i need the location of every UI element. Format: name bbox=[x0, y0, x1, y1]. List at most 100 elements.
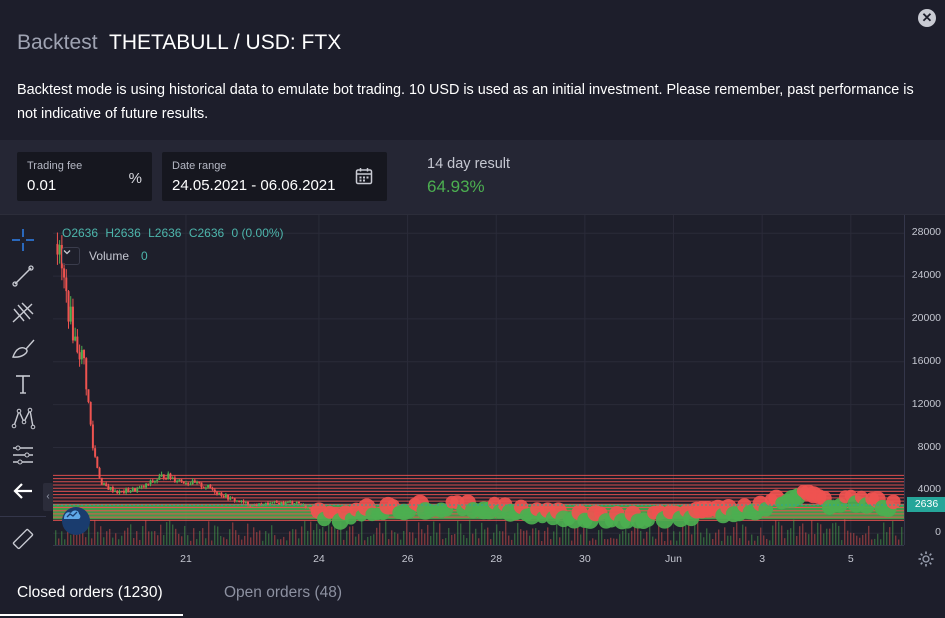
crosshair-icon[interactable] bbox=[9, 226, 37, 254]
candle-body bbox=[187, 483, 190, 485]
candle-body bbox=[238, 500, 241, 503]
volume-bar bbox=[82, 528, 84, 545]
candle-body bbox=[111, 487, 114, 492]
volume-bar bbox=[820, 524, 822, 545]
volume-bar bbox=[112, 537, 114, 545]
price-plot[interactable]: O2636 H2636 L2636 C2636 0 (0.00%) Volume… bbox=[53, 215, 904, 571]
title-pair: THETABULL / USD: FTX bbox=[109, 31, 342, 54]
volume-bar bbox=[712, 538, 714, 545]
pattern-icon[interactable] bbox=[9, 405, 37, 433]
volume-bar bbox=[121, 535, 123, 545]
volume-bar bbox=[280, 539, 282, 545]
candlestick-chart bbox=[53, 215, 904, 545]
volume-bar bbox=[883, 522, 885, 545]
volume-bar bbox=[55, 530, 57, 545]
volume-bar bbox=[283, 536, 285, 545]
candle-body bbox=[151, 480, 154, 483]
candle-body bbox=[222, 495, 225, 498]
volume-bar bbox=[70, 534, 72, 545]
volume-bar bbox=[322, 527, 324, 545]
volume-bar bbox=[340, 521, 342, 545]
volume-bar bbox=[469, 519, 471, 545]
back-arrow-icon[interactable] bbox=[9, 477, 37, 505]
price-tick-label: 12000 bbox=[911, 397, 941, 410]
volume-bar bbox=[139, 539, 141, 545]
candle-body bbox=[180, 479, 183, 482]
candle-body bbox=[207, 484, 210, 488]
price-tick-label: 24000 bbox=[911, 269, 941, 282]
volume-bar bbox=[394, 532, 396, 545]
volume-bar bbox=[736, 522, 738, 545]
volume-bar bbox=[634, 523, 636, 545]
time-axis[interactable]: 21 24 26 28 30 Jun 3 5 bbox=[53, 545, 904, 571]
volume-bar bbox=[535, 528, 537, 545]
close-icon[interactable]: ✕ bbox=[918, 9, 936, 27]
volume-bar bbox=[586, 526, 588, 545]
candle-body bbox=[102, 483, 105, 485]
volume-bar bbox=[430, 535, 432, 545]
volume-bar bbox=[199, 530, 201, 545]
candle-body bbox=[227, 494, 230, 500]
volume-bar bbox=[667, 525, 669, 545]
volume-bar bbox=[193, 528, 195, 545]
trading-fee-input[interactable]: 0.01 bbox=[27, 177, 57, 194]
volume-bar bbox=[697, 521, 699, 545]
volume-bar bbox=[868, 525, 870, 545]
volume-bar bbox=[175, 528, 177, 545]
volume-bar bbox=[301, 526, 303, 545]
volume-bar bbox=[763, 535, 765, 545]
volume-bar bbox=[58, 538, 60, 545]
volume-bar bbox=[766, 538, 768, 545]
brush-icon[interactable] bbox=[9, 335, 37, 363]
tab-open-orders[interactable]: Open orders (48) bbox=[224, 584, 343, 601]
text-icon[interactable] bbox=[9, 370, 37, 398]
candle-body bbox=[271, 502, 274, 504]
date-range-field[interactable]: Date range 24.05.2021 - 06.06.2021 bbox=[162, 152, 387, 201]
volume-bar bbox=[202, 528, 204, 545]
toolbar-collapse-button[interactable]: ‹ bbox=[43, 483, 53, 511]
volume-bar bbox=[715, 532, 717, 545]
gear-icon[interactable] bbox=[917, 550, 935, 568]
tradingview-logo-icon[interactable] bbox=[62, 507, 90, 535]
volume-bar bbox=[88, 520, 90, 545]
volume-bar bbox=[886, 532, 888, 545]
volume-bar bbox=[91, 538, 93, 545]
volume-bar bbox=[451, 534, 453, 545]
trendline-icon[interactable] bbox=[9, 262, 37, 290]
trading-fee-field[interactable]: Trading fee 0.01 % bbox=[17, 152, 152, 201]
volume-bar bbox=[247, 523, 249, 545]
date-range-input[interactable]: 24.05.2021 - 06.06.2021 bbox=[172, 177, 336, 194]
candle-body bbox=[94, 448, 97, 457]
volume-bar bbox=[733, 527, 735, 545]
calendar-icon[interactable] bbox=[355, 167, 373, 185]
volume-bar bbox=[331, 526, 333, 545]
pitchfork-icon[interactable] bbox=[9, 299, 37, 327]
tab-closed-orders[interactable]: Closed orders (1230) bbox=[17, 584, 163, 601]
candle-body bbox=[202, 487, 205, 489]
candle-body bbox=[178, 479, 181, 481]
volume-bar bbox=[643, 538, 645, 545]
volume-bar bbox=[181, 536, 183, 545]
candle-body bbox=[131, 488, 134, 492]
volume-bar bbox=[850, 532, 852, 545]
volume-bar bbox=[880, 539, 882, 545]
ruler-icon[interactable] bbox=[9, 525, 37, 553]
measure-icon[interactable] bbox=[9, 441, 37, 469]
candle-body bbox=[116, 490, 119, 494]
candle-body bbox=[67, 291, 70, 322]
candle-body bbox=[289, 501, 292, 503]
volume-legend: Volume 0 bbox=[62, 247, 148, 265]
volume-bar bbox=[388, 539, 390, 545]
trading-fee-label: Trading fee bbox=[27, 160, 83, 172]
chevron-down-icon[interactable] bbox=[62, 247, 80, 265]
volume-bar bbox=[124, 530, 126, 545]
price-tick-label: 0 bbox=[935, 526, 941, 539]
volume-bar bbox=[172, 524, 174, 545]
candle-body bbox=[127, 488, 130, 493]
price-axis[interactable]: 2636 28000 24000 20000 16000 12000 8000 4000 0 bbox=[904, 215, 945, 545]
volume-bar bbox=[559, 537, 561, 545]
candle-body bbox=[249, 505, 252, 507]
volume-bar bbox=[832, 523, 834, 545]
volume-bar bbox=[130, 524, 132, 545]
candle-body bbox=[129, 491, 132, 493]
